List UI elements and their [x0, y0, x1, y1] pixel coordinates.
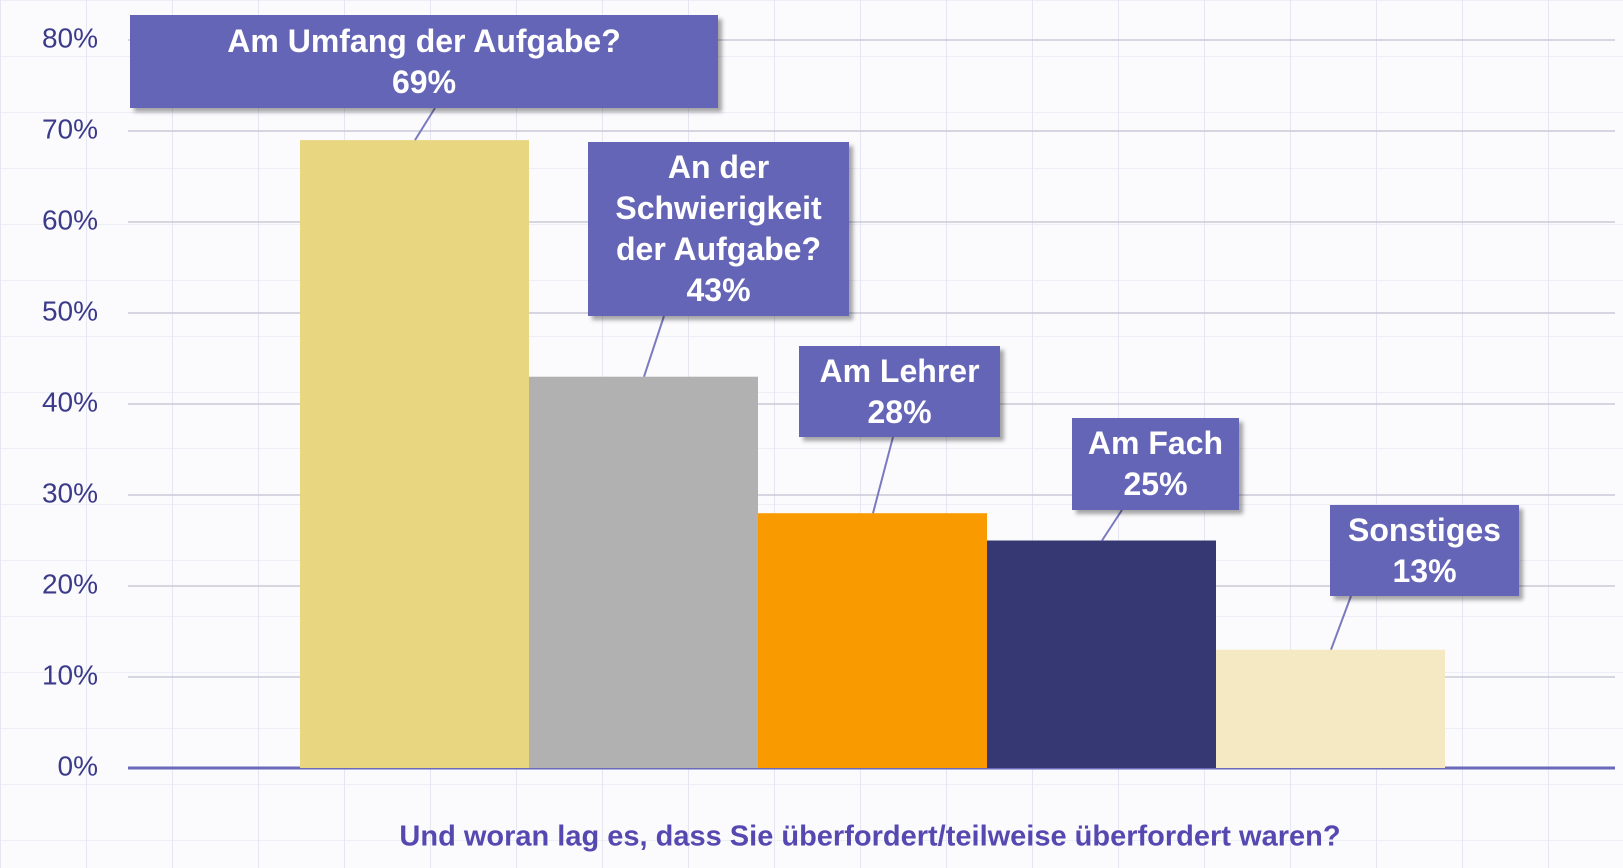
value-label: 69% — [391, 63, 457, 100]
callout: Sonstiges 13% — [1330, 505, 1519, 596]
callout: Am Umfang der Aufgabe? 69% — [130, 15, 718, 108]
leader-line — [1101, 509, 1123, 542]
y-tick-label: 40% — [42, 386, 98, 417]
leader-line — [1330, 595, 1352, 651]
value-label: 43% — [686, 272, 751, 308]
y-tick-label: 80% — [42, 22, 98, 53]
bar — [529, 376, 758, 768]
leader-line — [643, 315, 665, 378]
y-tick-label: 10% — [42, 659, 98, 690]
value-label: 13% — [1392, 552, 1457, 589]
value-label: 28% — [867, 393, 932, 430]
leader-line — [414, 107, 436, 141]
y-tick-label: 60% — [42, 204, 98, 235]
leader-line — [872, 436, 894, 514]
y-tick-label: 20% — [42, 568, 98, 599]
x-axis-label: Und woran lag es, dass Sie überfordert/t… — [399, 821, 1340, 853]
category-label: Sonstiges — [1348, 511, 1501, 548]
callout: Am Fach 25% — [1072, 418, 1239, 510]
bar — [987, 540, 1216, 768]
callout: Am Lehrer 28% — [799, 346, 1000, 437]
category-label: Am Lehrer — [819, 352, 980, 389]
bar — [300, 140, 529, 769]
y-tick-label: 70% — [42, 113, 98, 144]
callout: An der Schwierigkeit der Aufgabe? 43% — [588, 142, 849, 316]
bar — [758, 513, 987, 768]
category-label: Am Umfang der Aufgabe? — [227, 22, 621, 59]
y-tick-label: 0% — [58, 750, 98, 781]
y-tick-label: 50% — [42, 295, 98, 326]
y-tick-label: 30% — [42, 477, 98, 508]
category-label: Am Fach — [1087, 425, 1224, 461]
value-label: 25% — [1123, 466, 1188, 502]
bar — [1216, 649, 1445, 768]
category-label: An der Schwierigkeit der Aufgabe? — [615, 149, 822, 267]
